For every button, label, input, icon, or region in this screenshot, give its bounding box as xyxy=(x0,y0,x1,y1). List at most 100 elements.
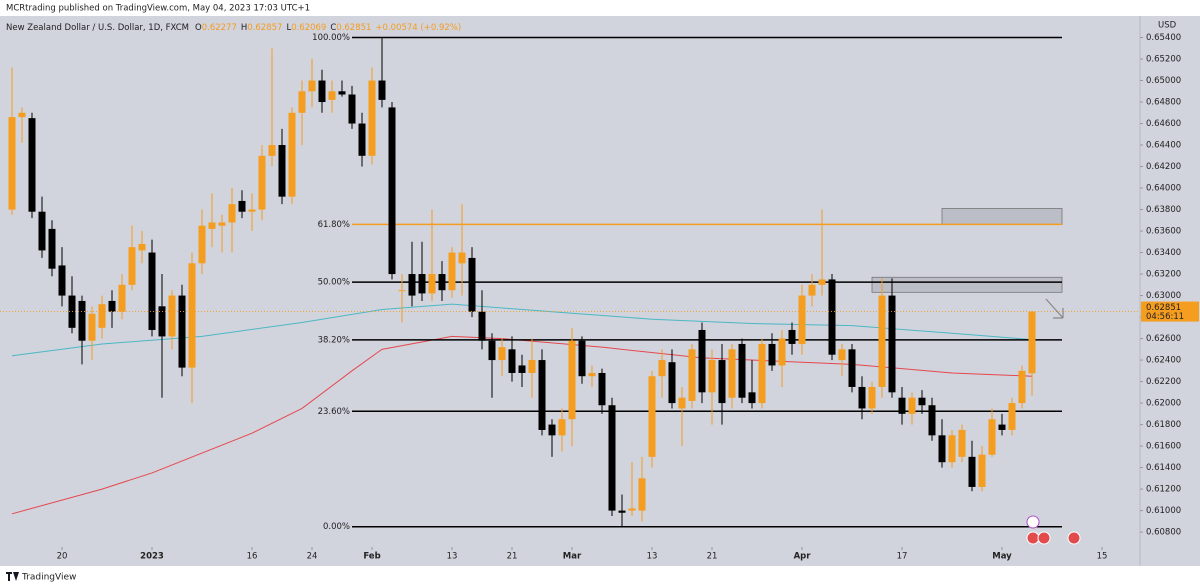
candle-body xyxy=(768,343,776,366)
candle-body xyxy=(908,397,916,414)
last-price-badge xyxy=(1141,301,1199,322)
fib-label: 50.00% xyxy=(318,278,350,288)
y-tick-label: 0.61400 xyxy=(1146,463,1181,473)
fib-label: 61.80% xyxy=(318,220,350,230)
x-tick-label: 17 xyxy=(897,552,908,562)
x-tick-label: Mar xyxy=(563,552,582,562)
y-tick-label: 0.64000 xyxy=(1146,184,1181,194)
candle-body xyxy=(708,360,716,393)
candle-body xyxy=(668,362,676,404)
change: +0.00574 (+0.92%) xyxy=(375,23,461,33)
x-tick-label: 13 xyxy=(447,552,458,562)
candle-body xyxy=(368,80,376,156)
y-tick-label: 0.64200 xyxy=(1146,162,1181,172)
candle-body xyxy=(598,372,606,406)
candle-body xyxy=(758,343,766,404)
flag-icon xyxy=(1067,531,1081,545)
candle-body xyxy=(78,300,86,341)
y-tick-label: 0.61200 xyxy=(1146,485,1181,495)
footer-brand: TradingView xyxy=(21,573,76,583)
y-tick-label: 0.62400 xyxy=(1146,356,1181,366)
y-tick-label: 0.62200 xyxy=(1146,377,1181,387)
x-tick-label: 13 xyxy=(647,552,658,562)
candle-body xyxy=(688,349,696,401)
publish-header: MCRtrading published on TradingView.com,… xyxy=(6,4,310,14)
candle-body xyxy=(238,200,246,212)
candle-body xyxy=(928,405,936,436)
ohlc-value: 0.62851 xyxy=(336,23,371,33)
y-tick-label: 0.64600 xyxy=(1146,119,1181,129)
y-tick-label: 0.61600 xyxy=(1146,442,1181,452)
y-tick-label: 0.64400 xyxy=(1146,141,1181,151)
x-tick-label: May xyxy=(992,552,1012,562)
x-tick-label: 2023 xyxy=(140,552,164,562)
last-price-label: 0.62851 xyxy=(1146,303,1181,313)
countdown-label: 04:56:11 xyxy=(1146,312,1184,322)
supply-zone xyxy=(941,208,1063,226)
candle-body xyxy=(938,435,946,463)
legend-text: New Zealand Dollar / U.S. Dollar, 1D, FX… xyxy=(6,23,461,33)
x-tick-label: Feb xyxy=(363,552,380,562)
candle-body xyxy=(208,222,216,229)
candle-body xyxy=(268,145,276,156)
candle-body xyxy=(98,304,106,328)
fib-label: 38.20% xyxy=(318,335,350,345)
legend: New Zealand Dollar / U.S. Dollar, 1D, FX… xyxy=(6,23,461,33)
y-tick-label: 0.60800 xyxy=(1146,528,1181,538)
x-tick-label: 16 xyxy=(247,552,258,562)
ohlc-value: 0.62277 xyxy=(202,23,237,33)
ohlc-value: 0.62069 xyxy=(291,23,326,33)
candle-body xyxy=(678,397,686,409)
candle-body xyxy=(888,295,896,393)
candle-body xyxy=(878,295,886,387)
candle-body xyxy=(218,222,226,226)
candle-body xyxy=(548,424,556,436)
candle-body xyxy=(248,209,256,212)
candle-body xyxy=(788,329,796,344)
symbol-title: New Zealand Dollar / U.S. Dollar, 1D, FX… xyxy=(6,23,189,33)
candle-body xyxy=(128,247,136,285)
candle-body xyxy=(278,145,286,197)
candle-body xyxy=(958,429,966,457)
candle-body xyxy=(188,263,196,368)
candle-body xyxy=(848,349,856,387)
y-tick-label: 0.63600 xyxy=(1146,227,1181,237)
y-tick-label: 0.62000 xyxy=(1146,399,1181,409)
candle-body xyxy=(838,349,846,361)
candle-body xyxy=(618,510,626,513)
candle-body xyxy=(438,274,446,291)
y-tick-label: 0.65200 xyxy=(1146,55,1181,65)
candle-body xyxy=(798,295,806,344)
arrow-drawing xyxy=(1045,298,1064,319)
candle-body xyxy=(498,347,506,361)
candle-body xyxy=(448,252,456,291)
candle-body xyxy=(18,112,26,118)
candle-body xyxy=(138,243,146,251)
x-tick-label: 21 xyxy=(707,552,718,562)
y-tick-label: 0.63800 xyxy=(1146,205,1181,215)
ohlc-key: O xyxy=(195,23,202,33)
candle-body xyxy=(968,456,976,487)
candle-body xyxy=(868,386,876,409)
candle-body xyxy=(28,118,36,212)
candle-body xyxy=(108,300,116,312)
x-tick-label: 20 xyxy=(57,552,68,562)
candle-body xyxy=(178,295,186,368)
candle-body xyxy=(828,279,836,355)
ohlc-value: 0.62857 xyxy=(247,23,282,33)
candle-body xyxy=(728,349,736,398)
candle-body xyxy=(148,252,156,330)
candle-body xyxy=(358,123,366,156)
fib-label: 100.00% xyxy=(312,33,350,43)
candle-body xyxy=(428,274,436,294)
x-tick-label: 15 xyxy=(1097,552,1108,562)
candle-body xyxy=(8,117,16,210)
candle-body xyxy=(458,252,466,264)
footer-bar xyxy=(0,566,1200,588)
ohlc-key: C xyxy=(330,23,336,33)
candle-body xyxy=(88,313,96,341)
candle-body xyxy=(338,91,346,95)
x-tick-label: 24 xyxy=(307,552,318,562)
fib-label: 0.00% xyxy=(323,522,350,532)
candle-body xyxy=(988,419,996,455)
